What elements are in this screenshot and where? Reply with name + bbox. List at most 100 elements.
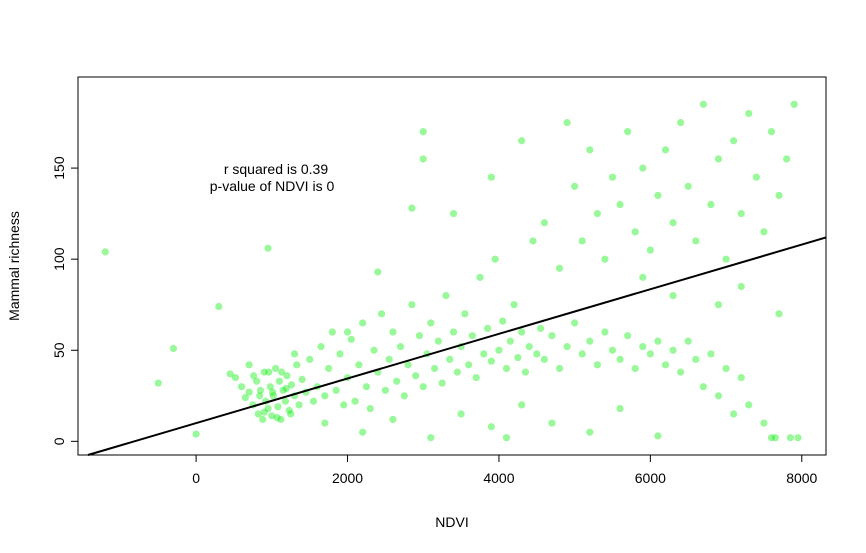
data-point (351, 397, 359, 405)
data-point (529, 237, 537, 245)
data-point (404, 361, 412, 369)
data-point (419, 383, 427, 391)
data-point (555, 264, 564, 272)
data-point (525, 343, 533, 351)
data-point (502, 434, 511, 442)
data-point (290, 350, 299, 358)
data-point (677, 118, 685, 127)
data-point (237, 383, 246, 391)
data-point (563, 343, 571, 351)
y-tick-label: 0 (51, 437, 67, 445)
data-point (608, 173, 617, 181)
data-point (654, 191, 662, 200)
data-point (366, 404, 374, 413)
data-point (449, 328, 458, 336)
data-point (408, 204, 416, 212)
data-point (737, 373, 745, 382)
data-point (265, 368, 273, 376)
data-point (714, 392, 723, 400)
data-point (608, 346, 617, 354)
data-point (661, 146, 670, 154)
data-point (336, 350, 344, 358)
data-point (260, 408, 268, 416)
x-axis: 0 2000 4000 6000 8000 (192, 455, 818, 486)
data-point (465, 361, 473, 369)
data-point (506, 337, 514, 345)
regression-line (87, 236, 827, 456)
data-point (487, 357, 495, 365)
data-point (278, 368, 286, 376)
data-point (260, 368, 268, 376)
data-point (274, 403, 282, 411)
data-point (340, 401, 348, 409)
data-point (669, 346, 677, 354)
data-point (355, 361, 363, 369)
y-axis: 0 50 100 150 (51, 156, 78, 445)
data-point (438, 379, 446, 387)
data-point (737, 282, 745, 291)
data-point (264, 244, 272, 252)
data-point (295, 401, 303, 409)
data-point (101, 248, 109, 256)
data-point (571, 182, 579, 190)
data-point (381, 386, 389, 394)
data-point (661, 361, 670, 369)
data-point (783, 155, 791, 163)
data-point (499, 317, 507, 325)
data-point (264, 404, 272, 413)
data-point (540, 219, 548, 227)
data-point (317, 343, 325, 351)
data-point (767, 434, 776, 442)
data-point (154, 379, 162, 387)
data-point (400, 392, 408, 400)
data-point (277, 415, 285, 424)
data-point (639, 273, 647, 281)
data-point (253, 377, 261, 385)
data-point (442, 292, 450, 300)
points-layer (101, 100, 802, 442)
data-point (332, 386, 340, 394)
data-point (601, 255, 609, 263)
data-point (601, 328, 609, 336)
data-point (453, 368, 461, 376)
data-point (631, 228, 639, 236)
data-point (321, 392, 329, 400)
data-point (510, 301, 518, 309)
data-point (699, 100, 707, 108)
data-point (495, 346, 503, 354)
x-tick-label: 4000 (483, 470, 514, 486)
data-point (775, 310, 783, 318)
data-point (714, 155, 723, 163)
data-point (480, 350, 488, 358)
data-point (487, 173, 495, 181)
data-point (745, 401, 753, 409)
data-point (752, 173, 760, 181)
data-point (389, 328, 397, 336)
data-point (578, 350, 586, 358)
data-point (639, 343, 647, 351)
data-point (737, 210, 745, 218)
data-point (555, 364, 564, 373)
y-tick-label: 50 (51, 342, 67, 358)
data-point (491, 255, 499, 263)
data-point (586, 428, 594, 436)
data-point (654, 432, 662, 440)
data-point (279, 386, 287, 394)
data-point (427, 319, 435, 327)
data-point (548, 419, 556, 427)
data-point (287, 410, 295, 418)
data-point (457, 410, 465, 418)
data-point (730, 410, 738, 418)
x-tick-label: 8000 (786, 470, 817, 486)
x-tick-label: 6000 (635, 470, 666, 486)
data-point (427, 434, 435, 442)
data-point (169, 344, 177, 353)
data-point (254, 410, 262, 418)
data-point (692, 355, 700, 363)
data-point (677, 368, 685, 376)
y-tick-label: 150 (51, 156, 67, 180)
data-point (790, 100, 798, 108)
data-point (745, 109, 753, 118)
data-point (446, 355, 454, 363)
